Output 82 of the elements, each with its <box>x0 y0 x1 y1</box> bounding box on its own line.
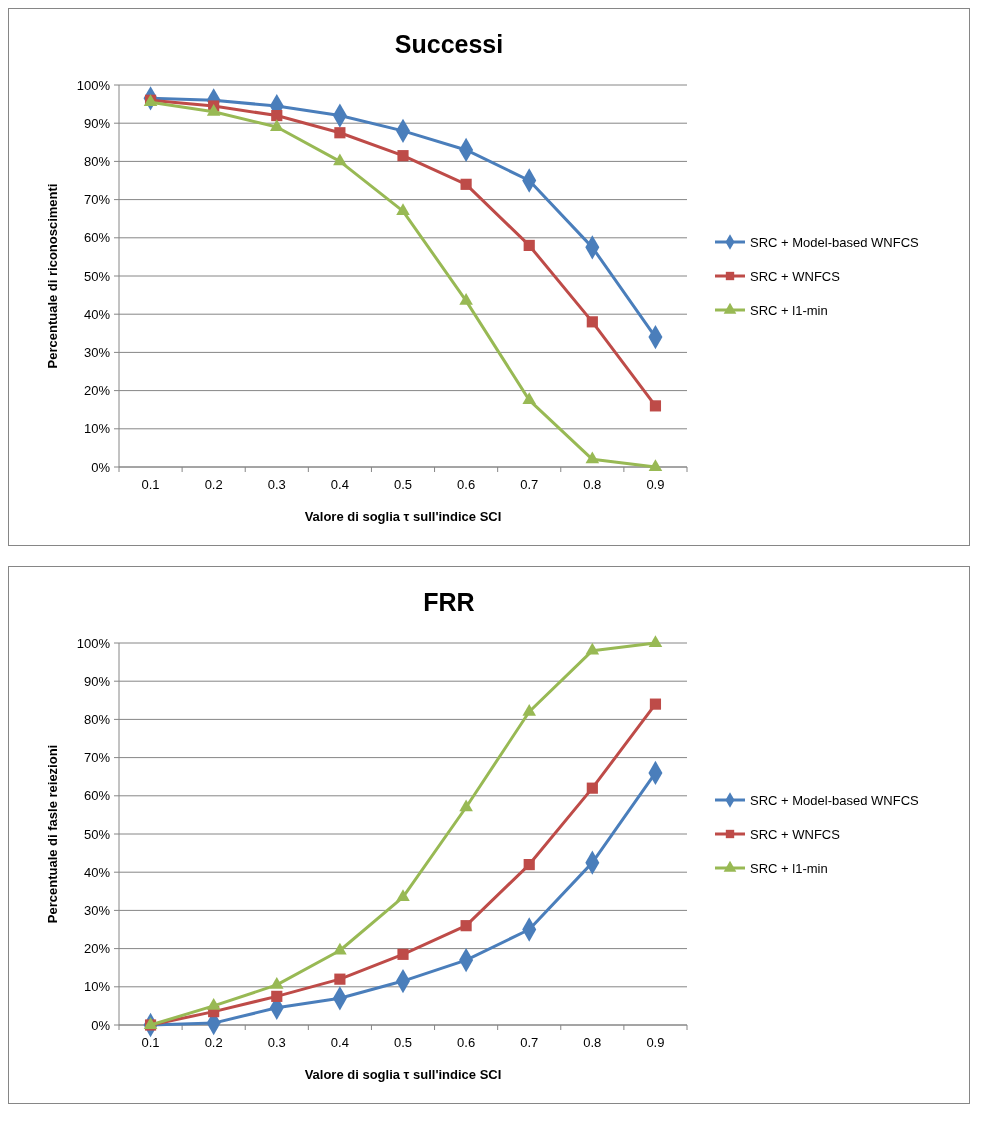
chart-title: Successi <box>394 30 504 58</box>
point <box>522 392 537 405</box>
x-tick-label: 0.6 <box>457 477 476 492</box>
y-tick-label: 40% <box>83 864 111 880</box>
x-tick-label: 0.2 <box>204 1035 223 1050</box>
legend-label: SRC + Model-based WNFCS <box>750 234 920 250</box>
y-tick-label: 70% <box>83 750 111 766</box>
point <box>333 153 347 166</box>
point <box>397 150 409 162</box>
y-tick-label: 30% <box>83 344 111 360</box>
y-tick-label: 50% <box>83 826 111 842</box>
y-tick-label: 90% <box>83 673 111 689</box>
x-axis-title: Valore di soglia τ sull'indice SCI <box>304 1067 502 1082</box>
point <box>334 127 346 139</box>
x-tick-label: 0.1 <box>141 477 160 492</box>
point <box>648 635 663 647</box>
x-tick-label: 0.2 <box>204 477 223 492</box>
y-tick-label: 10% <box>83 979 111 995</box>
y-tick-label: 60% <box>83 788 111 804</box>
point <box>648 459 663 471</box>
point <box>460 178 472 190</box>
y-tick-label: 20% <box>83 383 111 399</box>
point <box>396 203 410 215</box>
y-tick-label: 100% <box>76 635 111 651</box>
x-tick-label: 0.7 <box>520 1035 539 1050</box>
x-tick-label: 0.8 <box>583 1035 602 1050</box>
chart-title: FRR <box>423 588 475 616</box>
y-tick-label: 40% <box>83 306 111 322</box>
x-tick-label: 0.9 <box>646 477 665 492</box>
y-tick-label: 70% <box>83 192 111 208</box>
point <box>271 990 283 1002</box>
point <box>649 698 662 710</box>
x-tick-label: 0.5 <box>393 1035 413 1050</box>
y-tick-label: 80% <box>83 711 111 727</box>
x-tick-label: 0.7 <box>520 477 539 492</box>
point <box>523 239 535 252</box>
x-tick-label: 0.9 <box>646 1035 665 1050</box>
point <box>271 109 283 122</box>
point <box>460 920 472 932</box>
y-tick-label: 30% <box>83 902 111 918</box>
legend-label: SRC + WNFCS <box>750 826 841 842</box>
legend-label: SRC + l1-min <box>750 302 828 318</box>
y-tick-label: 90% <box>83 115 111 131</box>
point <box>585 642 600 655</box>
point <box>269 119 284 131</box>
x-tick-label: 0.8 <box>583 477 602 492</box>
point <box>649 400 662 412</box>
y-tick-label: 0% <box>91 459 111 475</box>
x-tick-label: 0.3 <box>267 477 286 492</box>
y-tick-label: 100% <box>76 77 111 93</box>
x-tick-label: 0.4 <box>330 1035 349 1050</box>
x-tick-label: 0.3 <box>267 1035 286 1050</box>
legend-label: SRC + WNFCS <box>750 268 841 284</box>
point <box>523 858 535 871</box>
x-tick-label: 0.5 <box>393 477 413 492</box>
y-axis-title: Percentuale di fasle reiezioni <box>45 744 60 924</box>
point <box>333 942 347 955</box>
point <box>522 703 537 716</box>
point <box>269 977 284 989</box>
x-tick-label: 0.6 <box>457 1035 476 1050</box>
point <box>206 103 221 116</box>
point <box>459 799 473 812</box>
y-tick-label: 10% <box>83 421 111 437</box>
point <box>397 948 409 960</box>
point <box>586 316 598 328</box>
point <box>206 998 221 1010</box>
point <box>586 782 598 794</box>
y-tick-label: 80% <box>83 153 111 169</box>
point <box>585 451 600 464</box>
y-tick-label: 0% <box>91 1017 111 1033</box>
y-tick-label: 20% <box>83 941 111 957</box>
x-axis-title: Valore di soglia τ sull'indice SCI <box>304 509 502 524</box>
x-tick-label: 0.4 <box>330 477 349 492</box>
point <box>459 292 473 305</box>
x-tick-label: 0.1 <box>141 1035 160 1050</box>
point <box>396 889 410 901</box>
legend-label: SRC + l1-min <box>750 860 828 876</box>
y-tick-label: 60% <box>83 230 111 246</box>
point <box>334 973 346 985</box>
legend-label: SRC + Model-based WNFCS <box>750 792 920 808</box>
y-tick-label: 50% <box>83 268 111 284</box>
y-axis-title: Percentuale di riconoscimenti <box>45 183 60 369</box>
